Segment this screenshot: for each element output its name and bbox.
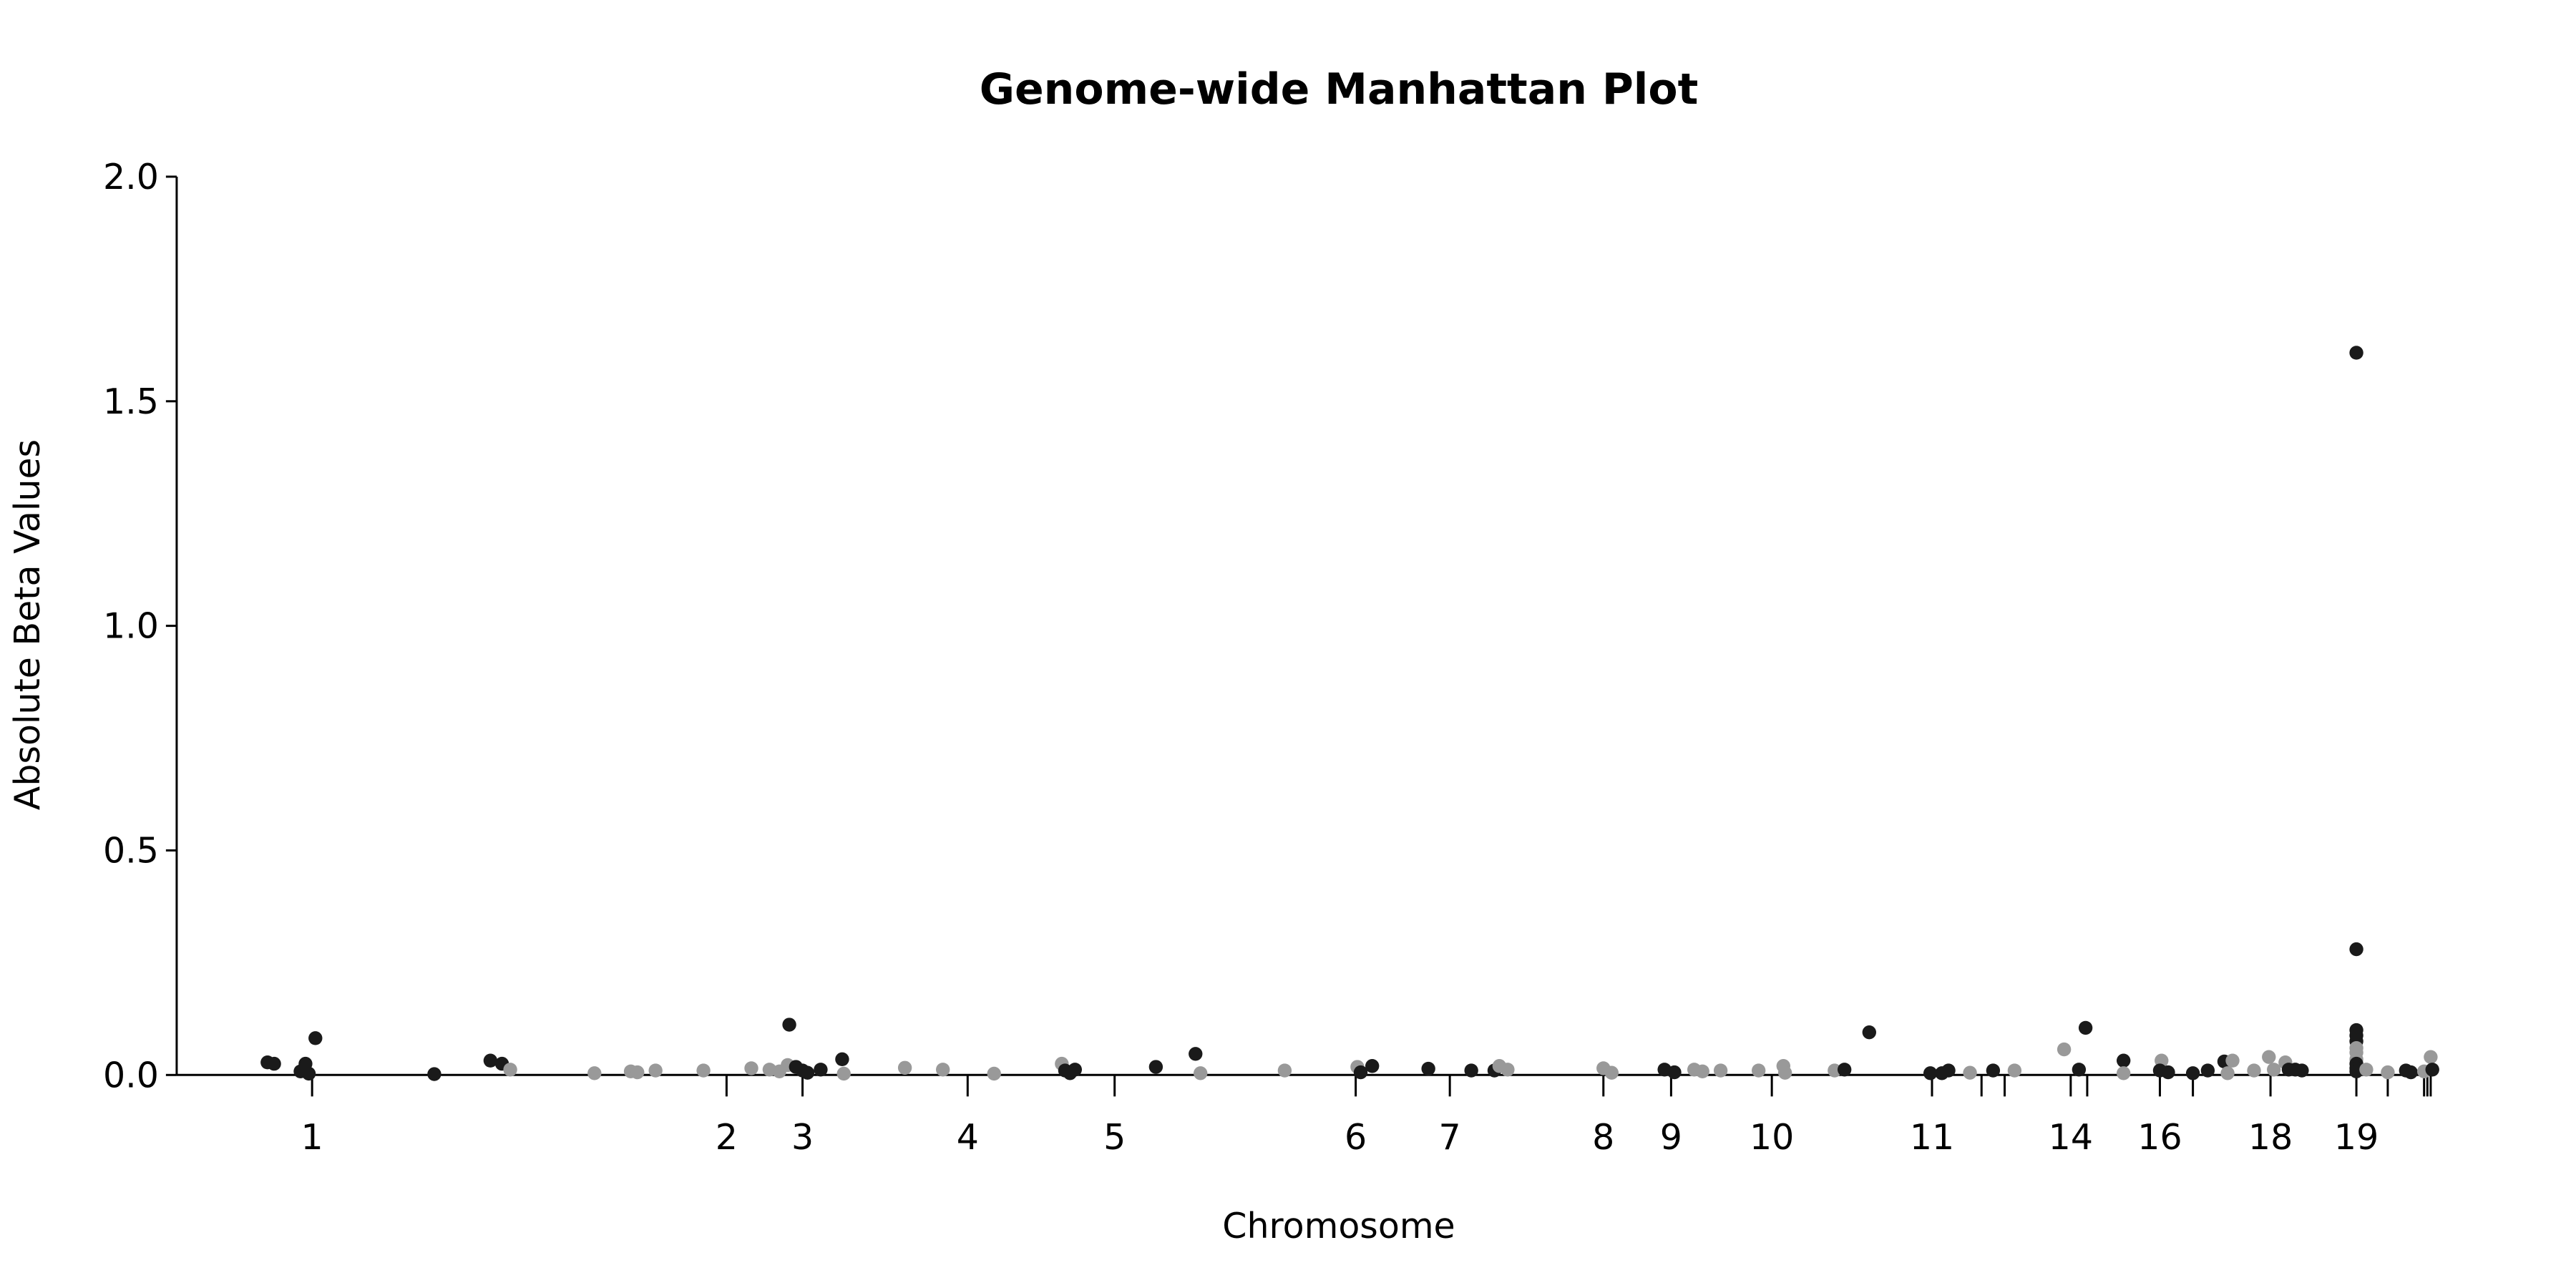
data-point [2072, 1063, 2087, 1077]
y-axis: 0.0 0.5 1.0 1.5 2.0 [103, 157, 178, 1096]
data-point [2078, 1020, 2093, 1035]
data-point [1986, 1063, 2001, 1078]
data-point [836, 1066, 851, 1081]
x-tick-label: 11 [1910, 1117, 1954, 1158]
y-tick-label: 2.0 [103, 157, 159, 197]
x-tick-label: 19 [2334, 1117, 2379, 1158]
data-point [1713, 1063, 1728, 1078]
chart-title: Genome-wide Manhattan Plot [980, 64, 1699, 114]
y-tick-label: 0.0 [103, 1055, 159, 1096]
data-point [1501, 1063, 1515, 1077]
data-point [897, 1060, 912, 1075]
x-tick-label: 10 [1750, 1117, 1794, 1158]
data-point [587, 1066, 602, 1080]
y-tick-label: 1.0 [103, 606, 159, 647]
x-tick-label: 3 [791, 1117, 814, 1158]
data-point [308, 1031, 323, 1045]
x-tick-label: 18 [2248, 1117, 2293, 1158]
data-point [2381, 1065, 2395, 1080]
data-point [744, 1061, 758, 1075]
data-point [936, 1063, 950, 1077]
x-axis-label: Chromosome [1222, 1206, 1455, 1246]
data-point [1365, 1059, 1380, 1073]
data-point [1148, 1060, 1163, 1074]
data-point [1752, 1063, 1766, 1078]
x-tick-label: 7 [1439, 1117, 1461, 1158]
data-point [427, 1067, 441, 1081]
data-point [1464, 1063, 1478, 1078]
data-point [2117, 1053, 2131, 1068]
x-tick-label: 5 [1103, 1117, 1126, 1158]
data-point [814, 1063, 828, 1077]
y-tick-label: 1.5 [103, 381, 159, 422]
y-tick-label: 0.5 [103, 830, 159, 871]
data-point [483, 1053, 498, 1068]
data-point [1777, 1065, 1792, 1080]
data-point [2404, 1065, 2418, 1080]
data-point [1695, 1064, 1709, 1078]
data-point [1189, 1047, 1203, 1061]
data-point [1277, 1063, 1292, 1078]
data-point [2185, 1066, 2200, 1080]
data-point [2425, 1063, 2439, 1077]
data-point [2200, 1063, 2215, 1078]
data-point [2295, 1063, 2309, 1078]
data-point [2262, 1050, 2276, 1064]
data-point [2007, 1063, 2022, 1078]
data-point [2161, 1065, 2175, 1080]
data-point [267, 1056, 281, 1071]
data-point [2349, 942, 2363, 957]
x-tick-label: 2 [716, 1117, 738, 1158]
x-tick-label: 8 [1592, 1117, 1614, 1158]
x-tick-label: 9 [1660, 1117, 1682, 1158]
data-point [987, 1066, 1001, 1081]
data-point [1604, 1065, 1619, 1080]
data-point [1941, 1063, 1956, 1078]
data-point [835, 1052, 849, 1067]
x-tick-label: 16 [2137, 1117, 2182, 1158]
data-point [696, 1063, 711, 1078]
data-point [648, 1063, 663, 1078]
data-point [800, 1065, 815, 1080]
data-point [2220, 1066, 2235, 1080]
data-point [503, 1063, 517, 1077]
data-point [2225, 1053, 2240, 1068]
data-point [2349, 346, 2363, 360]
data-points [260, 346, 2439, 1081]
data-point [782, 1018, 796, 1032]
data-point [2057, 1042, 2072, 1057]
data-point [1838, 1063, 1852, 1077]
data-point [1421, 1061, 1435, 1076]
data-point [1194, 1066, 1208, 1080]
data-point [2267, 1063, 2281, 1077]
data-point [2247, 1063, 2261, 1078]
data-point [301, 1066, 316, 1081]
x-tick-label: 14 [2049, 1117, 2093, 1158]
data-point [1353, 1065, 1368, 1080]
data-point [2117, 1066, 2131, 1080]
data-point [1063, 1066, 1078, 1080]
x-tick-label: 4 [957, 1117, 979, 1158]
data-point [2424, 1050, 2438, 1064]
data-point [630, 1065, 645, 1080]
data-point [1963, 1065, 1977, 1080]
data-point [1667, 1065, 1682, 1080]
data-point [1862, 1025, 1876, 1040]
x-tick-label: 1 [301, 1117, 323, 1158]
x-axis: 1 2 3 4 5 6 7 8 9 10 11 14 16 18 19 [176, 1073, 2434, 1158]
data-point [1923, 1066, 1938, 1080]
y-axis-label: Absolute Beta Values [7, 439, 48, 810]
data-point [2359, 1063, 2373, 1077]
x-tick-label: 6 [1345, 1117, 1367, 1158]
